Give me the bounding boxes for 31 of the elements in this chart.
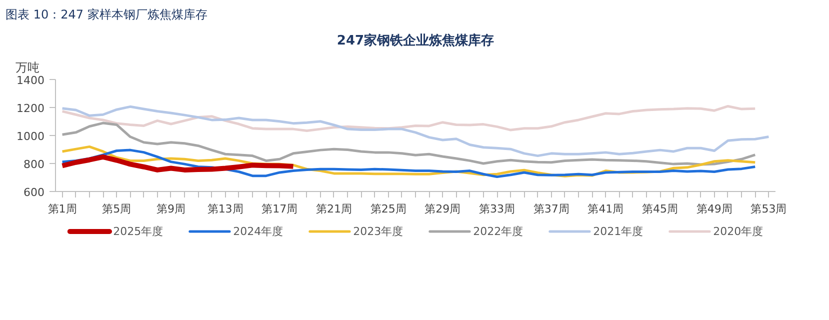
y-tick-label: 1000 xyxy=(16,130,45,143)
x-tick-label: 第29周 xyxy=(424,202,461,216)
line-series xyxy=(61,122,756,166)
x-tick-label: 第45周 xyxy=(642,202,678,216)
x-tick-label: 第53周 xyxy=(750,202,787,216)
legend-label: 2025年度 xyxy=(113,225,164,238)
x-tick-label: 第37周 xyxy=(533,202,570,216)
x-tick-label: 第33周 xyxy=(479,202,516,216)
x-tick-label: 第17周 xyxy=(262,202,298,216)
y-tick-label: 800 xyxy=(24,158,45,171)
y-tick-label: 1200 xyxy=(16,102,45,115)
line-series xyxy=(61,104,756,132)
x-tick-label: 第13周 xyxy=(207,202,244,216)
line-series xyxy=(61,105,770,158)
legend-label: 2020年度 xyxy=(713,225,764,238)
y-tick-label: 1400 xyxy=(16,74,45,87)
x-tick-label: 第25周 xyxy=(370,202,406,216)
chart-title: 247家钢铁企业炼焦煤库存 xyxy=(336,32,494,48)
text: 图表 10：247 家样本钢厂炼焦煤库存 xyxy=(6,8,208,22)
x-tick-label: 第21周 xyxy=(316,202,352,216)
legend-label: 2021年度 xyxy=(593,225,644,238)
y-tick-label: 600 xyxy=(24,186,45,199)
legend-label: 2024年度 xyxy=(233,225,284,238)
x-tick-label: 第41周 xyxy=(588,202,624,216)
y-axis-title: 万吨 xyxy=(16,60,40,74)
x-tick-label: 第5周 xyxy=(102,202,132,216)
x-tick-label: 第9周 xyxy=(156,202,186,216)
legend-label: 2022年度 xyxy=(473,225,524,238)
x-tick-label: 第49周 xyxy=(696,202,732,216)
x-tick-label: 第1周 xyxy=(48,202,77,216)
legend-label: 2023年度 xyxy=(353,225,404,238)
